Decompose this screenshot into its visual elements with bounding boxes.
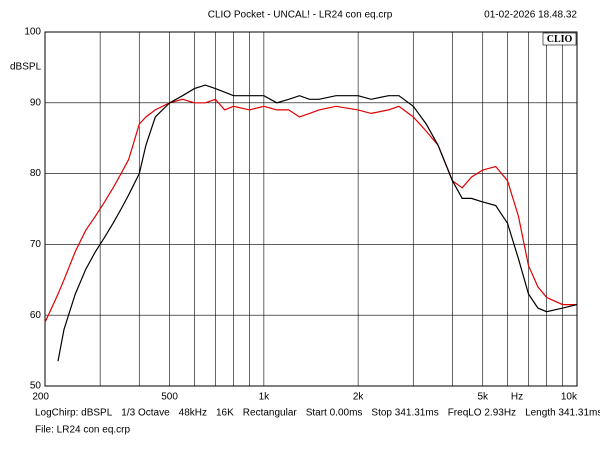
footer-file: File: LR24 con eq.crp [35,425,130,436]
timestamp: 01-02-2026 18.48.32 [484,10,577,21]
footer-param: Length 341.31ms [525,408,600,419]
y-tick-label: 80 [30,168,42,179]
chart-title: CLIO Pocket - UNCAL! - LR24 con eq.crp [208,10,393,21]
y-tick-label: 100 [24,27,41,38]
x-tick-label: 10k [561,392,578,403]
footer-param: 48kHz [179,408,207,419]
footer-param: Rectangular [243,408,298,419]
footer-param: Stop 341.31ms [371,408,438,419]
x-tick-label: 500 [161,392,178,403]
logo-box [542,32,577,46]
x-tick-label: 2k [353,392,365,403]
y-tick-label: 90 [30,97,42,108]
plot-border [44,31,578,387]
x-tick-label: 5k [477,392,489,403]
x-axis-label: Hz [511,392,523,403]
y-axis-label: dBSPL [10,62,42,73]
logo: CLIO [547,34,573,45]
y-tick-label: 70 [30,239,42,250]
footer-param: 1/3 Octave [121,408,170,419]
footer-param: 16K [216,408,234,419]
x-tick-label: 200 [32,392,49,403]
y-tick-label: 60 [30,310,42,321]
plot-area [44,31,578,387]
series-line [44,98,577,323]
x-tick-label: 1k [259,392,271,403]
footer-param: Start 0.00ms [306,408,363,419]
y-tick-label: 50 [30,381,42,392]
series-line [57,84,578,362]
footer-param: LogChirp: dBSPL [35,408,113,419]
footer-param: FreqLO 2.93Hz [448,408,516,419]
